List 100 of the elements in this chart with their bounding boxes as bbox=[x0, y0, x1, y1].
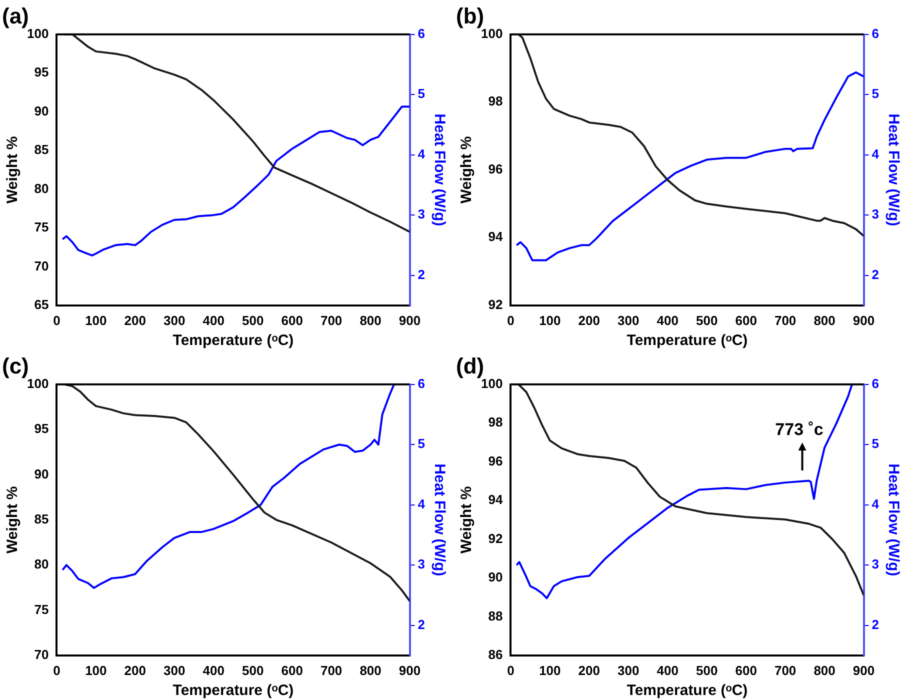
y-tick-label: 90 bbox=[34, 103, 49, 118]
y2-tick-label: 3 bbox=[872, 556, 880, 572]
y2-tick-label: 2 bbox=[418, 616, 426, 632]
x-tick-label: 400 bbox=[656, 312, 678, 328]
x-tick-label: 300 bbox=[618, 312, 640, 328]
y-tick-label: 95 bbox=[34, 421, 49, 436]
x-tick-label: 0 bbox=[507, 662, 514, 678]
x-tick-label: 400 bbox=[656, 662, 678, 678]
y2-axis-title: Heat Flow (W/g) bbox=[430, 464, 448, 576]
y-tick-label: 70 bbox=[34, 646, 49, 662]
y-tick-label: 96 bbox=[488, 161, 503, 176]
chart-title: (b) bbox=[456, 3, 484, 28]
x-tick-label: 700 bbox=[320, 662, 342, 678]
y2-axis-title: Heat Flow (W/g) bbox=[884, 464, 902, 576]
y2-tick-label: 2 bbox=[872, 616, 880, 632]
y-tick-label: 75 bbox=[34, 220, 49, 235]
x-tick-label: 400 bbox=[202, 312, 224, 328]
y2-tick-label: 5 bbox=[872, 86, 880, 102]
x-tick-label: 700 bbox=[320, 312, 342, 328]
y-axis-title: Weight % bbox=[4, 486, 22, 554]
y2-tick-label: 2 bbox=[418, 266, 426, 282]
x-tick-label: 800 bbox=[360, 662, 382, 678]
x-tick-label: 200 bbox=[578, 662, 600, 678]
y-tick-label: 90 bbox=[34, 466, 49, 482]
x-tick-label: 200 bbox=[124, 662, 146, 678]
x-tick-label: 200 bbox=[578, 312, 600, 328]
y2-tick-label: 6 bbox=[872, 26, 880, 41]
y2-tick-label: 2 bbox=[872, 266, 880, 282]
y-tick-label: 94 bbox=[488, 229, 504, 244]
x-tick-label: 500 bbox=[242, 662, 264, 678]
x-axis-title: Temperature (ᵒC) bbox=[172, 332, 294, 350]
y2-tick-label: 4 bbox=[872, 146, 880, 162]
y-tick-label: 94 bbox=[488, 492, 504, 508]
x-tick-label: 0 bbox=[53, 312, 60, 328]
y2-axis-title: Heat Flow (W/g) bbox=[430, 114, 448, 226]
y-tick-label: 85 bbox=[34, 511, 49, 526]
x-tick-label: 300 bbox=[618, 662, 640, 678]
y-tick-label: 88 bbox=[488, 608, 503, 624]
y2-tick-label: 5 bbox=[872, 436, 880, 452]
y-tick-label: 98 bbox=[488, 94, 503, 109]
x-tick-label: 100 bbox=[85, 312, 107, 328]
y-tick-label: 70 bbox=[34, 258, 49, 274]
x-tick-label: 600 bbox=[281, 312, 303, 328]
x-tick-label: 400 bbox=[202, 662, 224, 678]
y-tick-label: 100 bbox=[480, 26, 503, 41]
y2-axis-title: Heat Flow (W/g) bbox=[884, 114, 902, 226]
y-tick-label: 90 bbox=[488, 570, 503, 585]
chart-title: (d) bbox=[456, 353, 484, 378]
y-tick-label: 100 bbox=[26, 26, 49, 41]
x-tick-label: 700 bbox=[774, 312, 796, 328]
chart-title: (a) bbox=[2, 3, 29, 28]
x-tick-label: 100 bbox=[85, 662, 107, 678]
x-tick-label: 300 bbox=[164, 312, 186, 328]
x-tick-label: 200 bbox=[124, 312, 146, 328]
y-tick-label: 95 bbox=[34, 64, 49, 80]
y-tick-label: 65 bbox=[34, 296, 49, 312]
y-tick-label: 96 bbox=[488, 453, 503, 468]
x-tick-label: 500 bbox=[242, 312, 264, 328]
y2-tick-label: 6 bbox=[418, 26, 426, 41]
y2-tick-label: 6 bbox=[872, 376, 880, 391]
annotation: 773 ˚c bbox=[775, 420, 824, 440]
x-tick-label: 900 bbox=[398, 662, 421, 678]
x-tick-label: 0 bbox=[53, 662, 60, 678]
y-tick-label: 92 bbox=[488, 296, 503, 312]
x-tick-label: 600 bbox=[735, 662, 757, 678]
y-tick-label: 80 bbox=[34, 180, 49, 196]
y2-tick-label: 3 bbox=[418, 556, 426, 572]
y2-tick-label: 4 bbox=[418, 496, 426, 512]
y-tick-label: 100 bbox=[480, 376, 503, 391]
x-axis-title: Temperature (ᵒC) bbox=[626, 682, 748, 700]
y-tick-label: 86 bbox=[488, 646, 503, 662]
y-tick-label: 100 bbox=[26, 376, 49, 391]
x-tick-label: 900 bbox=[852, 662, 875, 678]
y-axis-title: Weight % bbox=[458, 486, 476, 554]
y-tick-label: 98 bbox=[488, 414, 503, 430]
x-axis-title: Temperature (ᵒC) bbox=[172, 682, 294, 700]
x-tick-label: 300 bbox=[164, 662, 186, 678]
x-tick-label: 0 bbox=[507, 312, 514, 328]
x-axis-title: Temperature (ᵒC) bbox=[626, 332, 748, 350]
x-tick-label: 800 bbox=[814, 662, 836, 678]
x-tick-label: 800 bbox=[360, 312, 382, 328]
y-tick-label: 92 bbox=[488, 530, 503, 546]
y-tick-label: 85 bbox=[34, 142, 49, 158]
y-axis-title: Weight % bbox=[4, 136, 22, 204]
x-tick-label: 800 bbox=[814, 312, 836, 328]
y2-tick-label: 5 bbox=[418, 86, 426, 102]
y-axis-title: Weight % bbox=[458, 136, 476, 204]
x-tick-label: 100 bbox=[539, 312, 561, 328]
y-tick-label: 75 bbox=[34, 602, 49, 617]
x-tick-label: 500 bbox=[696, 312, 718, 328]
x-tick-label: 500 bbox=[696, 662, 718, 678]
x-tick-label: 600 bbox=[735, 312, 757, 328]
chart-title: (c) bbox=[2, 353, 29, 378]
y-tick-label: 80 bbox=[34, 556, 49, 572]
x-tick-label: 700 bbox=[774, 662, 796, 678]
y2-tick-label: 3 bbox=[418, 206, 426, 222]
x-tick-label: 900 bbox=[398, 312, 421, 328]
y2-tick-label: 4 bbox=[418, 146, 426, 162]
x-tick-label: 900 bbox=[852, 312, 875, 328]
y2-tick-label: 3 bbox=[872, 206, 880, 222]
